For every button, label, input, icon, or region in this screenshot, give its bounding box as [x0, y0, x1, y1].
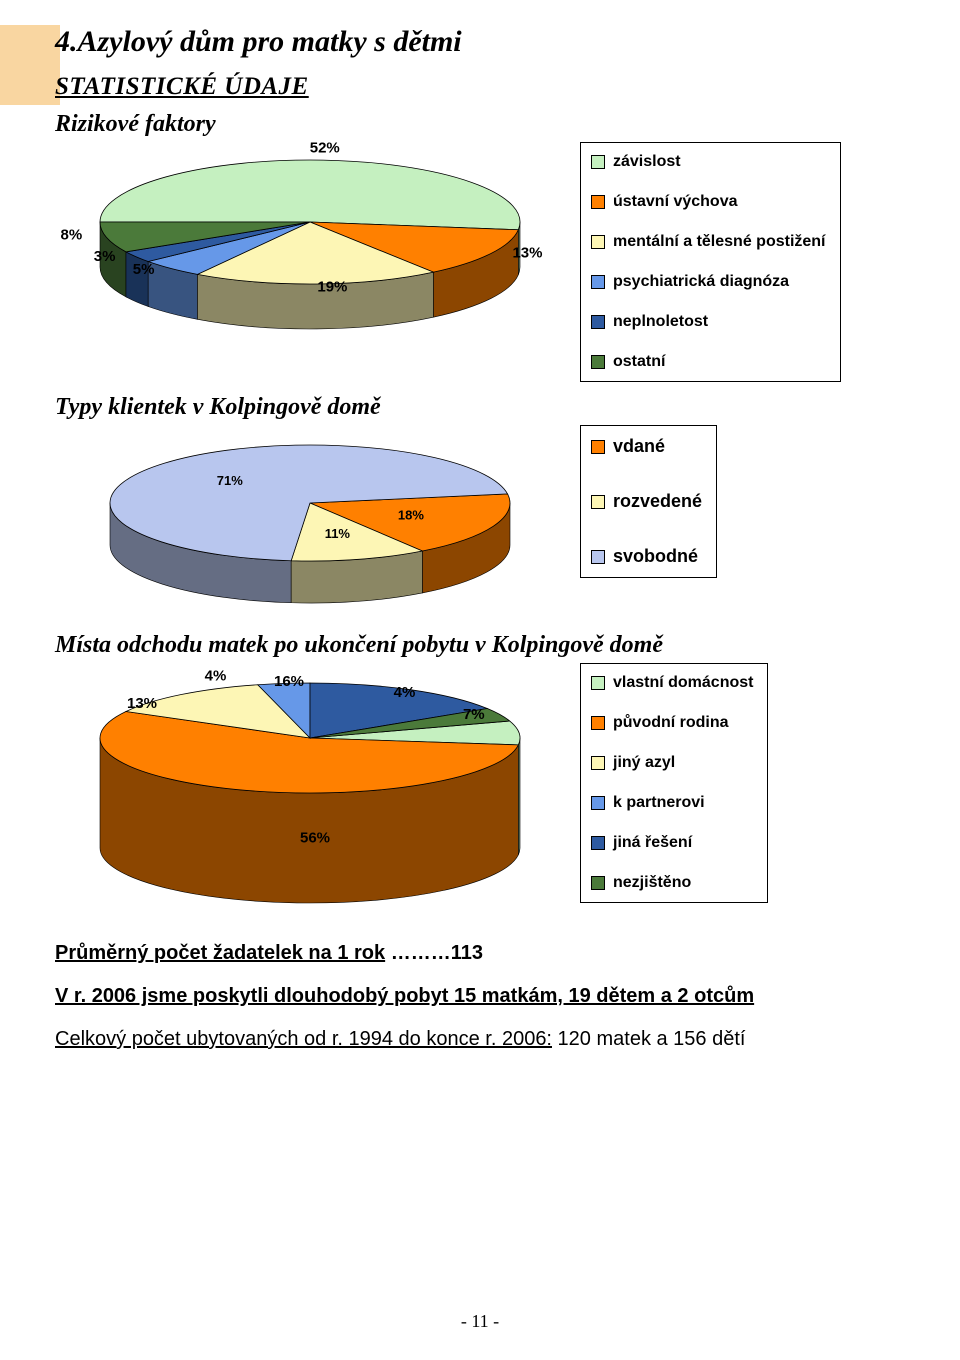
svg-text:4%: 4%	[205, 667, 227, 684]
chart2-pie: 18% 11% 71%	[55, 425, 560, 620]
svg-text:8%: 8%	[61, 226, 83, 243]
legend-item: psychiatrická diagnóza	[591, 273, 826, 291]
legend-swatch	[591, 550, 605, 564]
bottom-line1: Průměrný počet žadatelek na 1 rok ………113	[55, 942, 905, 965]
legend-item: původní rodina	[591, 714, 753, 732]
legend-item: vdané	[591, 436, 702, 457]
section-chart1: Rizikové faktory 52% 13% 19% 5% 3% 8% závislo…	[55, 111, 905, 382]
page-number: - 11 -	[0, 1311, 960, 1332]
legend-label: svobodné	[613, 546, 698, 567]
legend-swatch	[591, 275, 605, 289]
bottom-line1-rest: ………113	[385, 942, 483, 964]
legend-label: mentální a tělesné postižení	[613, 233, 826, 251]
svg-text:18%: 18%	[398, 508, 424, 523]
svg-text:52%: 52%	[310, 142, 340, 157]
legend-label: ostatní	[613, 353, 665, 371]
chart1-legend: závislost ústavní výchova mentální a těles…	[580, 142, 841, 382]
chart2-legend: vdané rozvedené svobodné	[580, 425, 717, 578]
legend-item: jiný azyl	[591, 754, 753, 772]
legend-label: vdané	[613, 436, 665, 457]
legend-item: k partnerovi	[591, 794, 753, 812]
legend-swatch	[591, 195, 605, 209]
section-chart3: Místa odchodu matek po ukončení pobytu v…	[55, 632, 905, 928]
bottom-line3-underlined: Celkový počet ubytovaných od r. 1994 do …	[55, 1028, 552, 1050]
bottom-line3: Celkový počet ubytovaných od r. 1994 do …	[55, 1028, 905, 1051]
legend-label: vlastní domácnost	[613, 674, 753, 692]
svg-text:3%: 3%	[94, 248, 116, 265]
accent-box	[0, 25, 60, 105]
svg-text:13%: 13%	[512, 244, 542, 261]
legend-item: vlastní domácnost	[591, 674, 753, 692]
legend-swatch	[591, 355, 605, 369]
legend-swatch	[591, 495, 605, 509]
svg-text:7%: 7%	[463, 706, 485, 723]
bottom-line2-text: V r. 2006 jsme poskytli dlouhodobý pobyt…	[55, 985, 754, 1007]
chart2-title: Typy klientek v Kolpingově domě	[55, 394, 905, 421]
legend-swatch	[591, 440, 605, 454]
svg-text:19%: 19%	[317, 278, 347, 295]
legend-item: jiná řešení	[591, 834, 753, 852]
chart3-title: Místa odchodu matek po ukončení pobytu v…	[55, 632, 905, 659]
legend-swatch	[591, 876, 605, 890]
legend-item: mentální a tělesné postižení	[591, 233, 826, 251]
legend-label: k partnerovi	[613, 794, 705, 812]
legend-swatch	[591, 716, 605, 730]
legend-swatch	[591, 235, 605, 249]
section-chart2: Typy klientek v Kolpingově domě 18% 11% 71…	[55, 394, 905, 620]
legend-label: rozvedené	[613, 491, 702, 512]
legend-item: rozvedené	[591, 491, 702, 512]
legend-label: ústavní výchova	[613, 193, 738, 211]
page-title: 4.Azylový dům pro matky s dětmi	[55, 25, 905, 59]
legend-label: psychiatrická diagnóza	[613, 273, 789, 291]
svg-text:5%: 5%	[133, 261, 155, 278]
svg-text:4%: 4%	[394, 684, 416, 701]
legend-item: svobodné	[591, 546, 702, 567]
legend-label: jiný azyl	[613, 754, 675, 772]
svg-text:13%: 13%	[127, 695, 157, 712]
legend-label: původní rodina	[613, 714, 729, 732]
chart3-legend: vlastní domácnost původní rodina jiný azyl…	[580, 663, 768, 903]
bottom-text: Průměrný počet žadatelek na 1 rok ………113…	[55, 942, 905, 1051]
legend-label: nezjištěno	[613, 874, 691, 892]
svg-text:56%: 56%	[300, 830, 330, 847]
svg-text:11%: 11%	[325, 526, 351, 541]
legend-swatch	[591, 155, 605, 169]
legend-swatch	[591, 836, 605, 850]
legend-item: nezjištěno	[591, 874, 753, 892]
legend-swatch	[591, 676, 605, 690]
svg-text:16%: 16%	[274, 673, 304, 690]
page-subtitle: STATISTICKÉ ÚDAJE	[55, 73, 905, 101]
legend-label: závislost	[613, 153, 681, 171]
chart3-pie: 7% 56% 13% 4% 16% 4%	[55, 663, 560, 928]
legend-item: neplnoletost	[591, 313, 826, 331]
legend-swatch	[591, 796, 605, 810]
legend-item: ostatní	[591, 353, 826, 371]
legend-item: závislost	[591, 153, 826, 171]
svg-text:71%: 71%	[217, 473, 243, 488]
legend-swatch	[591, 756, 605, 770]
bottom-line3-rest: 120 matek a 156 dětí	[552, 1028, 745, 1050]
legend-label: jiná řešení	[613, 834, 692, 852]
legend-item: ústavní výchova	[591, 193, 826, 211]
legend-label: neplnoletost	[613, 313, 708, 331]
bottom-line1-underlined: Průměrný počet žadatelek na 1 rok	[55, 942, 385, 964]
chart1-pie: 52% 13% 19% 5% 3% 8%	[55, 142, 560, 347]
bottom-line2: V r. 2006 jsme poskytli dlouhodobý pobyt…	[55, 985, 905, 1008]
chart1-title: Rizikové faktory	[55, 111, 905, 138]
legend-swatch	[591, 315, 605, 329]
